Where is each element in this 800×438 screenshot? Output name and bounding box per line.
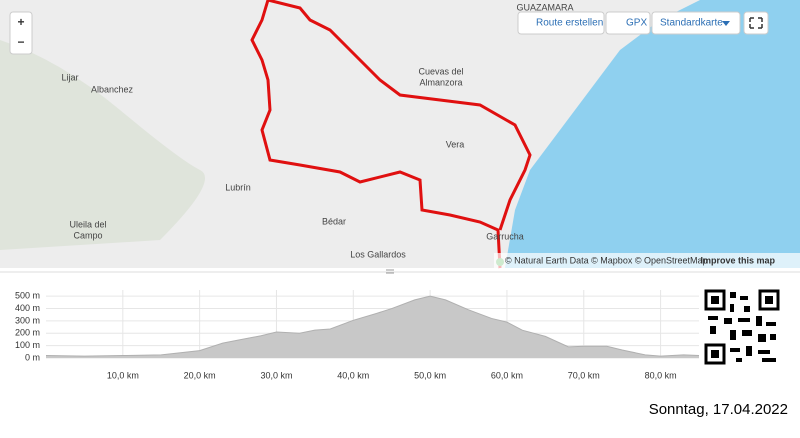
place-label: Albanchez <box>91 84 134 94</box>
terrain <box>0 40 205 250</box>
place-label: Campo <box>73 230 102 240</box>
elevation-chart: 0 m 100 m 200 m 300 m 400 m 500 m 10,0 km 20,0 … <box>15 290 700 380</box>
map-style-button[interactable] <box>651 11 741 35</box>
dropdown-arrow <box>722 21 730 26</box>
y-tick-label: 0 m <box>25 352 40 362</box>
zoom-out[interactable]: − <box>17 35 24 49</box>
elevation-line <box>45 295 700 357</box>
y-tick-label: 300 m <box>15 315 40 325</box>
x-tick-label: 40,0 km <box>337 370 369 380</box>
zoom-in[interactable]: + <box>17 15 24 29</box>
elevation-area <box>46 296 699 358</box>
map-style-label[interactable]: Standardkarte <box>660 18 723 29</box>
route-button[interactable] <box>517 11 605 35</box>
x-tick-label: 20,0 km <box>184 370 216 380</box>
gpx-button-label[interactable]: GPX <box>626 18 647 29</box>
attribution: © Natural Earth Data © Mapbox © OpenStre… <box>505 255 708 265</box>
attribution-box <box>494 253 800 268</box>
x-tick-label: 30,0 km <box>260 370 292 380</box>
x-tick-label: 50,0 km <box>414 370 446 380</box>
sea <box>505 0 800 268</box>
place-label: Lubrín <box>225 182 251 192</box>
place-label: Vera <box>446 139 465 149</box>
place-label: Los Gallardos <box>350 249 406 259</box>
place-label: GUAZAMARA <box>516 2 573 12</box>
x-tick-label: 80,0 km <box>645 370 677 380</box>
route-button-label[interactable]: Route erstellen <box>536 18 603 29</box>
place-label: Uleila del <box>69 219 106 229</box>
place-label: Almanzora <box>419 77 462 87</box>
place-label: Bédar <box>322 216 346 226</box>
x-tick-label: 60,0 km <box>491 370 523 380</box>
zoom-control: + − <box>9 11 33 55</box>
divider-handle[interactable] <box>386 269 394 274</box>
improve-link[interactable]: Improve this map <box>700 255 775 265</box>
gpx-button[interactable] <box>605 11 651 35</box>
y-tick-label: 400 m <box>15 303 40 313</box>
route <box>250 0 532 269</box>
place-label: Lijar <box>61 72 78 82</box>
fullscreen-icon <box>749 17 763 29</box>
x-tick-label: 70,0 km <box>568 370 600 380</box>
y-tick-label: 500 m <box>15 291 40 301</box>
y-tick-label: 100 m <box>15 340 40 350</box>
place-labels: GUAZAMARA Lijar Albanchez Cuevas delAlmanzo… <box>61 2 573 259</box>
qr-code <box>704 289 780 365</box>
fullscreen-button[interactable] <box>743 11 769 35</box>
place-label: Cuevas del <box>418 66 463 76</box>
zoom-box <box>9 11 33 55</box>
x-tick-label: 10,0 km <box>107 370 139 380</box>
place-label: Garrucha <box>486 231 524 241</box>
y-tick-label: 200 m <box>15 328 40 338</box>
date: Sonntag, 17.04.2022 <box>649 401 788 418</box>
